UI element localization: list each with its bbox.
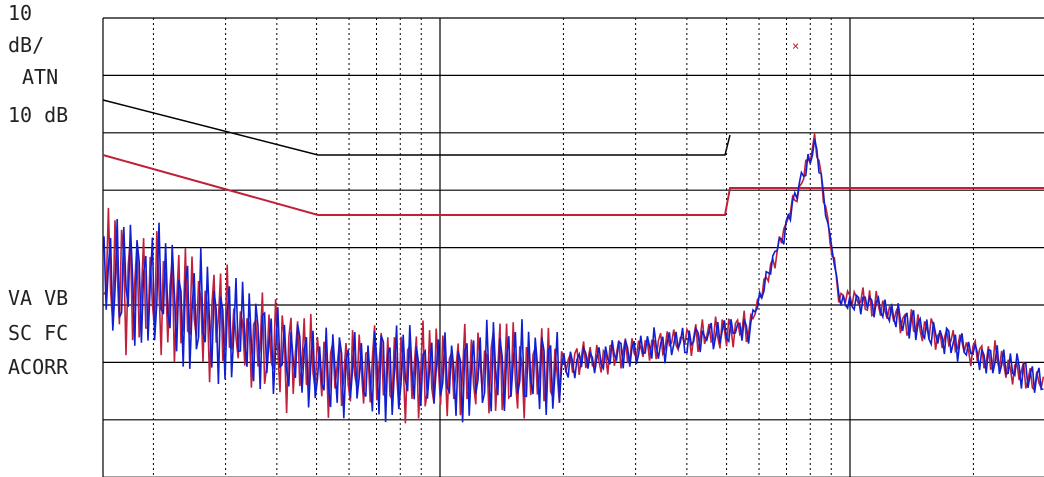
atten-label: ATN [22,65,58,89]
grid [102,17,1044,477]
limit-line [102,99,731,156]
atten-value: 10 dB [8,103,68,127]
trace [103,133,1044,424]
limit-line [102,154,1044,216]
correction-label: ACORR [8,355,69,379]
sweep-label: SC FC [8,321,68,345]
trace [103,139,1044,423]
video-label: VA VB [8,286,68,310]
scale-unit: dB/ [8,33,44,57]
scale-label: 10 [8,1,32,25]
traces [103,133,1044,424]
marker: × [792,39,799,53]
